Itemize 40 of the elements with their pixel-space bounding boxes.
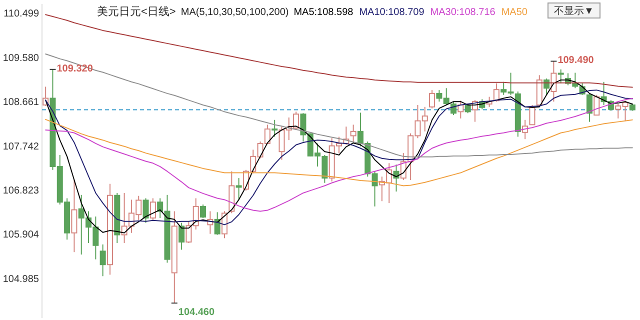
candlestick [522,119,528,140]
candlestick [178,222,185,250]
candlestick [393,164,400,192]
candlestick [142,198,149,224]
candlestick [493,82,500,102]
y-tick-label: 107.742 [2,141,40,152]
candlestick [594,94,600,116]
line-series [45,54,633,158]
candlestick [550,60,557,102]
annotation: 109.490 [558,55,594,66]
candlestick [586,92,592,122]
legend-title: MA(5,10,30,50,100,200) [180,7,289,18]
candlestick [200,204,206,218]
text: MA10:108.709 [359,7,425,18]
annotation: 不显示▼ [554,6,594,17]
candlestick [272,119,278,138]
candlestick [214,212,220,236]
candlestick [71,179,78,253]
annotation: 104.460 [178,307,215,318]
candlestick [150,198,156,220]
y-tick-label: 108.661 [2,97,40,108]
candlestick [100,244,106,277]
line-series [45,118,633,186]
candlestick [529,104,536,126]
chart-title: 美元日元<日线> [97,5,176,18]
y-tick-label: 110.499 [4,8,40,20]
candlestick [429,90,436,109]
candlestick [186,220,192,244]
y-tick-label: 104.985 [2,274,40,285]
text: MA50 [501,7,528,18]
text: MA5:108.598 [294,7,354,18]
candlestick [350,124,356,142]
candlestick [192,198,199,230]
text: MA30:108.716 [430,7,496,18]
y-tick-label: 109.580 [2,52,40,64]
y-tick-label: 106.823 [2,185,40,196]
y-tick-label: 105.904 [2,230,40,241]
candlestick [558,68,564,84]
annotation: 109.320 [56,63,94,74]
candlestick [450,101,457,116]
